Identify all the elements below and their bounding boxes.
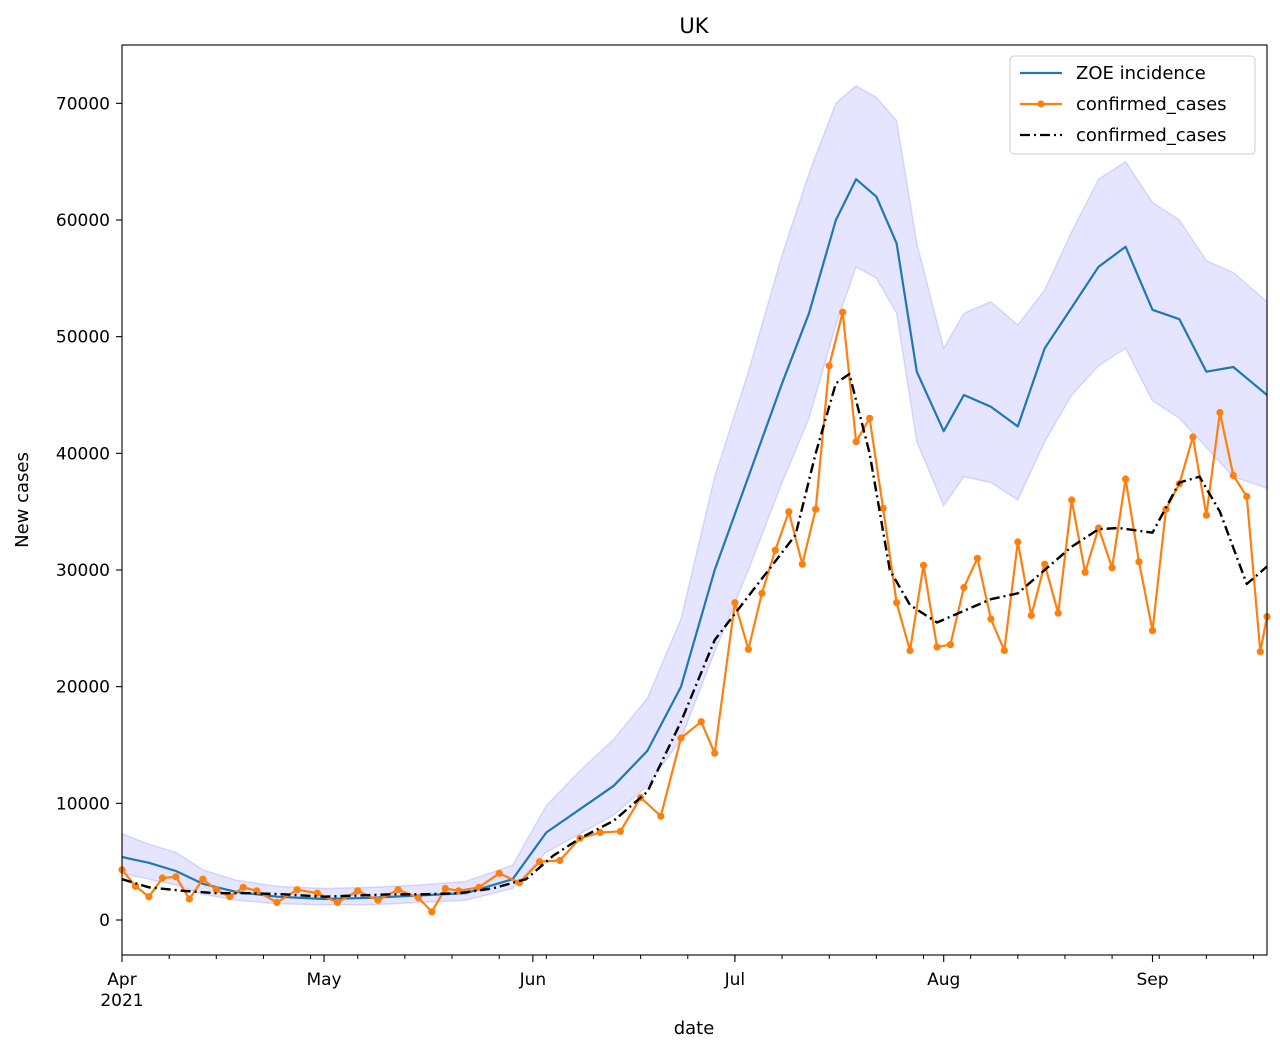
series-point (919, 561, 928, 569)
series-point (1256, 648, 1264, 656)
series-point (495, 869, 503, 877)
axes: 0 10000 20000 30000 40000 50000 60000 70000 Apr2… (56, 44, 1268, 1011)
series-point (1081, 568, 1089, 576)
x-tick-sublabel: 2021 (100, 991, 143, 1011)
series-point (879, 504, 887, 512)
x-tick-label: Aug (927, 970, 960, 990)
series-point (333, 898, 342, 907)
series-point (428, 908, 436, 916)
series-point (1229, 471, 1237, 480)
series-point (987, 615, 995, 623)
y-tick-label: 0 (99, 911, 110, 931)
y-tick-label: 40000 (56, 444, 110, 464)
legend: ZOE incidence confirmed_cases confirmed_ca… (1009, 55, 1256, 155)
series-point (771, 546, 779, 554)
series-point (893, 599, 901, 607)
series-point (839, 308, 847, 316)
zoe-confidence-band (121, 84, 1268, 906)
series-point (677, 734, 685, 742)
y-axis-label: New cases (12, 452, 33, 548)
series-point (697, 718, 705, 726)
series-point (1135, 558, 1143, 566)
series-point (185, 895, 193, 903)
legend-label-2: confirmed_cases (1076, 125, 1227, 146)
series-point (556, 856, 564, 865)
x-tick-label: Jun (519, 970, 547, 990)
series-point (973, 554, 982, 562)
series-layer (118, 178, 1271, 916)
series-line-2 (121, 372, 1268, 898)
series-point (798, 560, 806, 568)
series-point (1027, 611, 1035, 620)
legend-box (1009, 55, 1256, 155)
series-point (1243, 492, 1251, 501)
series-point (1014, 538, 1022, 546)
series-point (946, 641, 955, 649)
series-point (1148, 627, 1157, 635)
series-point (199, 875, 207, 883)
series-point (825, 362, 833, 370)
series-point (1122, 475, 1130, 483)
x-tick-label: May (306, 970, 341, 990)
series-point (1202, 511, 1210, 519)
series-point (960, 583, 968, 592)
series-point (414, 894, 422, 902)
series-point (131, 882, 140, 890)
series-point (253, 887, 261, 895)
series-point (536, 858, 544, 866)
series-point (657, 812, 665, 820)
series-point (596, 828, 604, 837)
series-point (354, 887, 362, 895)
series-point (812, 505, 820, 513)
series-point (785, 508, 793, 516)
series-line-1 (121, 311, 1269, 913)
series-point (1216, 408, 1224, 417)
series-point (226, 893, 234, 901)
series-point (293, 886, 301, 894)
x-tick-label: Jul (724, 970, 746, 990)
series-point (145, 893, 153, 901)
x-tick-label: Sep (1136, 970, 1168, 990)
confidence-band-layer (121, 84, 1268, 906)
y-tick-label: 70000 (56, 94, 110, 114)
series-point (731, 599, 739, 607)
y-tick-label: 50000 (56, 328, 110, 348)
series-point (1189, 433, 1197, 441)
series-point (616, 827, 625, 835)
series-point (172, 873, 180, 881)
y-tick-label: 10000 (56, 794, 110, 814)
series-point (933, 643, 941, 651)
series-point (394, 886, 402, 894)
series-point (744, 645, 753, 653)
series-point (273, 898, 281, 907)
series-point (1095, 524, 1103, 532)
y-tick-label: 60000 (56, 211, 110, 231)
series-point (906, 646, 914, 655)
y-tick-label: 30000 (56, 561, 110, 581)
x-axis-label: date (674, 1018, 715, 1039)
series-point (1108, 564, 1116, 572)
series-point (1068, 496, 1076, 504)
series-point (758, 589, 766, 597)
series-point (239, 883, 247, 891)
series-point (441, 884, 449, 893)
series-point (1041, 560, 1049, 568)
series-point (1000, 646, 1008, 655)
series-point (158, 874, 166, 882)
y-tick-label: 20000 (56, 678, 110, 698)
series-point (866, 414, 874, 422)
series-point (852, 438, 860, 446)
series-point (1162, 505, 1170, 513)
legend-label-0: ZOE incidence (1076, 63, 1206, 84)
series-point (1054, 609, 1062, 617)
legend-marker (1037, 100, 1045, 108)
legend-label-1: confirmed_cases (1076, 94, 1227, 115)
series-point (212, 886, 220, 894)
series-point (374, 896, 382, 904)
chart-title: UK (679, 14, 709, 38)
x-tick-label: Apr (107, 970, 136, 990)
plot-frame (121, 44, 1268, 956)
series-point (711, 749, 719, 757)
